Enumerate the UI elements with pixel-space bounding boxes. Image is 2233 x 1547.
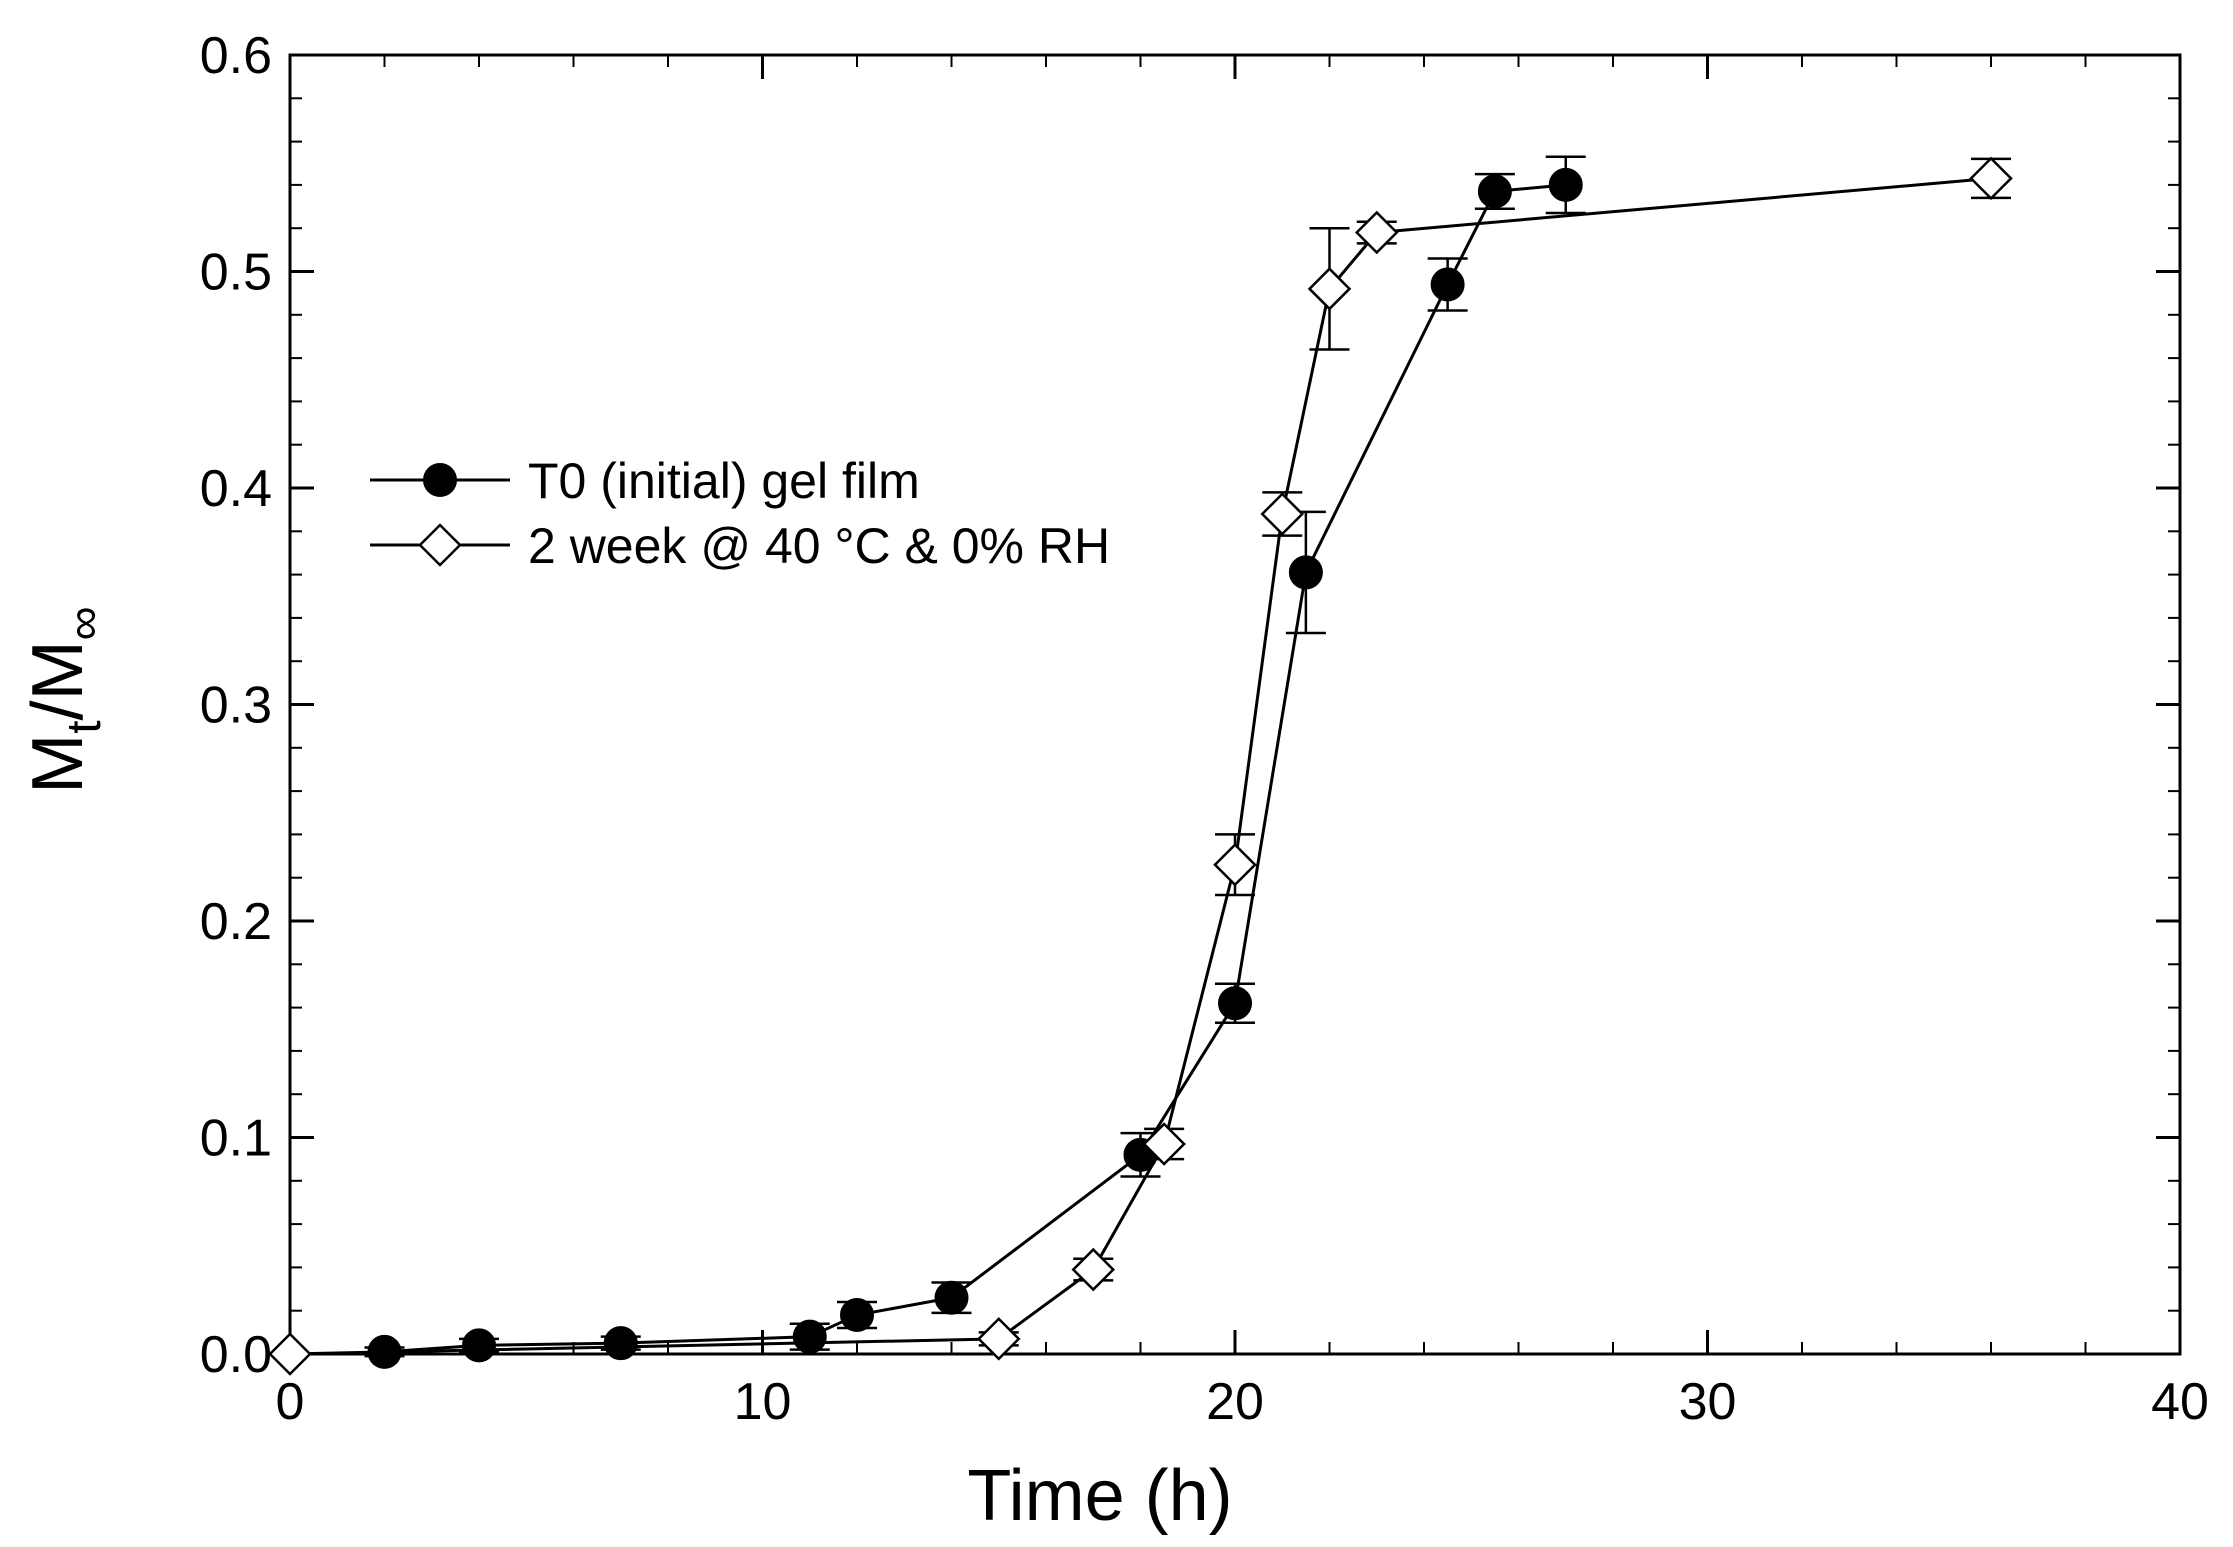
plot-frame [288, 53, 2182, 1356]
data-point [1307, 267, 1352, 311]
y-axis-title-sub1: t [58, 720, 111, 733]
data-point [1430, 267, 1465, 302]
legend-marker [423, 463, 457, 497]
y-tick-label: 0.0 [200, 1326, 272, 1384]
data-point [1969, 156, 2013, 201]
series-2 [268, 156, 2013, 1376]
y-tick-label: 0.6 [200, 27, 272, 85]
y-axis-title: Mt/M∞ [18, 606, 111, 794]
x-tick-label: 20 [1206, 1373, 1264, 1431]
data-point [1218, 986, 1252, 1021]
data-point [1354, 210, 1399, 255]
plot-axes: 0 10 20 30 40 0.0 0.1 0.2 0.3 0.4 0.5 0.6 [200, 27, 2209, 1431]
y-tick-label: 0.3 [200, 677, 272, 735]
data-point [1548, 167, 1583, 202]
data-point [268, 1332, 312, 1376]
y-tick-label: 0.4 [200, 460, 272, 518]
y-tick-label: 0.2 [200, 893, 272, 951]
x-tick-label: 30 [1679, 1373, 1737, 1431]
legend: T0 (initial) gel film 2 week @ 40 °C & 0%… [370, 453, 1110, 574]
data-point [1260, 492, 1305, 536]
data-point [1477, 174, 1512, 209]
legend-label: 2 week @ 40 °C & 0% RH [528, 518, 1110, 574]
x-tick-label: 0 [276, 1373, 305, 1431]
data-point [1288, 555, 1323, 590]
data-point [792, 1319, 827, 1354]
x-tick-label: 10 [734, 1373, 792, 1431]
series-1 [364, 155, 1586, 1369]
data-point [1142, 1122, 1186, 1166]
data-point [1071, 1247, 1116, 1292]
x-tick-label: 40 [2151, 1373, 2209, 1431]
data-point [1213, 842, 1257, 887]
y-axis-title-mid: /M [18, 640, 98, 720]
data-point [603, 1326, 638, 1361]
data-point [462, 1328, 496, 1363]
y-axis-title-base: M [18, 734, 98, 794]
data-point [976, 1317, 1021, 1361]
data-point [840, 1298, 874, 1333]
y-tick-label: 0.5 [200, 244, 272, 302]
svg-text:Mt/M∞: Mt/M∞ [18, 606, 111, 794]
y-tick-label: 0.1 [200, 1110, 272, 1168]
y-axis-title-sub2: ∞ [58, 606, 111, 640]
legend-label: T0 (initial) gel film [528, 453, 920, 509]
series-layer [268, 155, 2013, 1376]
legend-marker [418, 523, 462, 567]
series-line [384, 183, 1566, 1354]
x-axis-title: Time (h) [967, 1456, 1232, 1536]
data-point [934, 1280, 969, 1315]
